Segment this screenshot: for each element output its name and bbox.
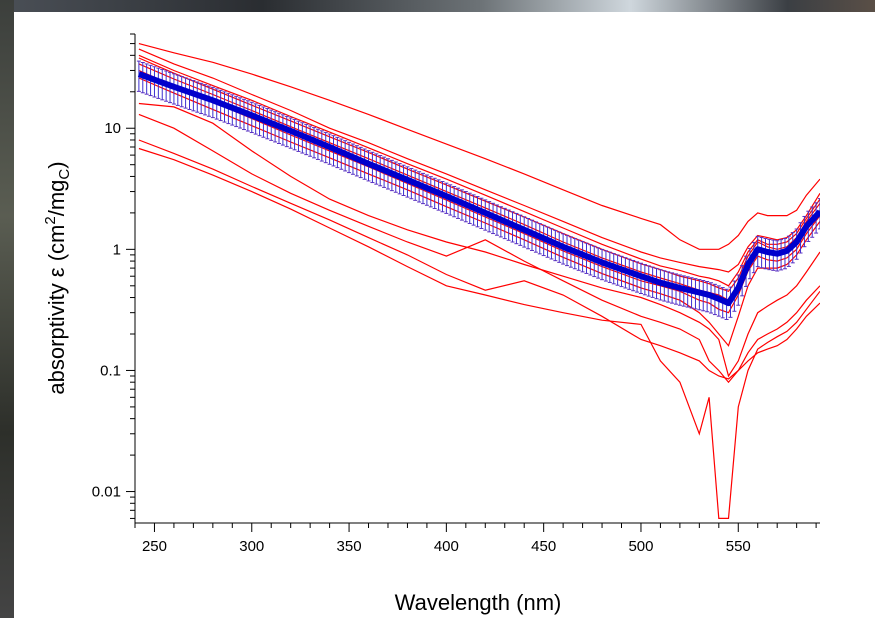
background-photo-left	[0, 0, 14, 618]
plot-series-group	[136, 43, 820, 519]
series-line-6	[138, 69, 820, 314]
y-tick-label: 0.1	[100, 362, 121, 379]
y-axis-title: absorptivity ε (cm2/mgC)	[42, 161, 73, 394]
x-axis-title: Wavelength (nm)	[395, 590, 562, 615]
y-tick-label: 10	[104, 120, 121, 137]
chart-panel	[14, 12, 875, 618]
y-tick-label: 0.01	[92, 484, 121, 501]
series-line-3	[138, 54, 820, 287]
y-tick-label: 1	[113, 241, 121, 258]
series-line-11	[138, 147, 820, 519]
x-tick-label: 250	[142, 538, 167, 555]
series-line-8	[138, 102, 820, 378]
series-line-10	[138, 139, 820, 380]
x-tick-label: 400	[434, 538, 459, 555]
series-line-4	[138, 57, 820, 293]
x-tick-label: 300	[239, 538, 264, 555]
series-line-2	[138, 48, 820, 273]
mean-series-line	[137, 71, 820, 307]
x-tick-label: 500	[628, 538, 653, 555]
svg-text:absorptivity ε (cm2/mgC): absorptivity ε (cm2/mgC)	[42, 161, 73, 394]
series-line-9	[138, 113, 820, 384]
background-photo-top	[0, 0, 875, 12]
plot-area	[136, 43, 820, 519]
absorptivity-chart: absorptivity ε (cm2/mgC) Wavelength (nm)…	[42, 33, 820, 615]
series-line-1	[138, 43, 820, 250]
axes: 10 1 0.1 0.01 250 300 350 400 450 500 550	[92, 33, 820, 555]
x-tick-label: 350	[337, 538, 362, 555]
x-tick-label: 450	[531, 538, 556, 555]
x-tick-label: 550	[726, 538, 751, 555]
